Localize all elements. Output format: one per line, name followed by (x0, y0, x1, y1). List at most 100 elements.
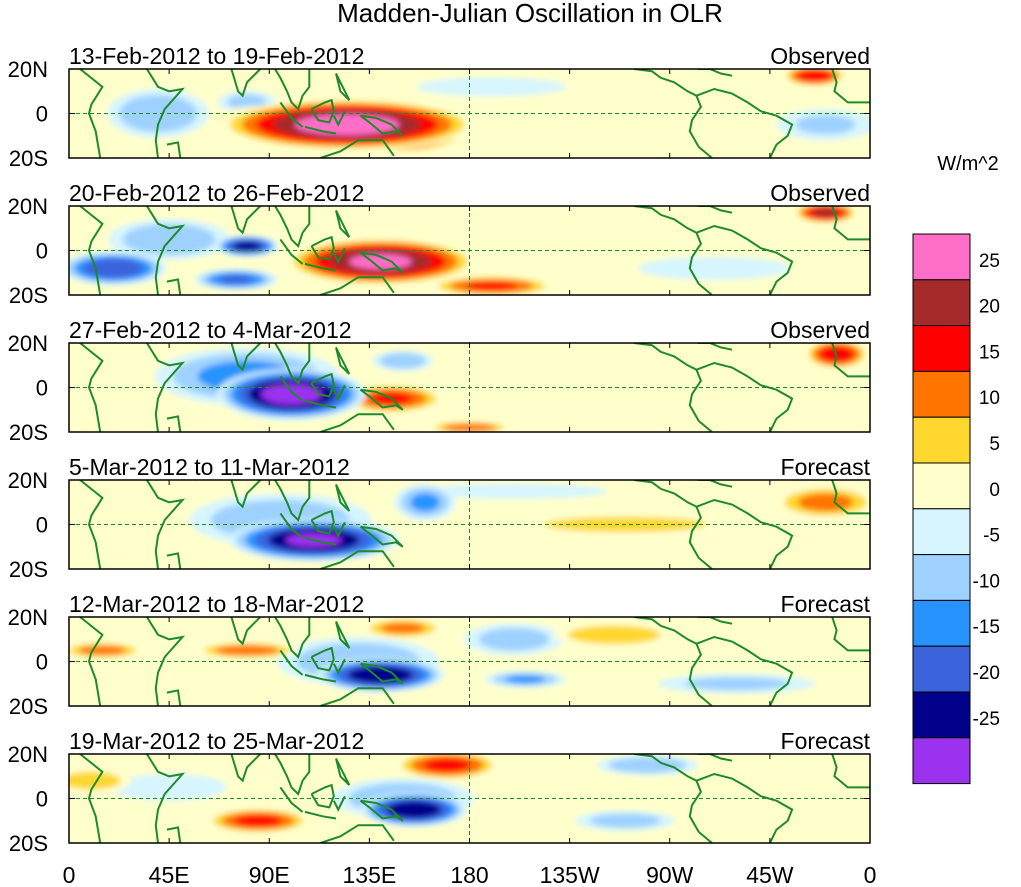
anomaly-contour (215, 645, 279, 656)
coastline (831, 617, 870, 652)
colorbar-label: 25 (979, 251, 1000, 272)
coastline (695, 206, 733, 214)
chart-title: Madden-Julian Oscillation in OLR (337, 0, 723, 28)
coastline (359, 662, 404, 685)
coastline (359, 799, 404, 822)
colorbar-swatch (912, 645, 971, 693)
coastline (146, 754, 186, 843)
anomaly-contour (200, 676, 316, 692)
coastline (279, 375, 304, 402)
coastline (146, 617, 186, 706)
coastline (166, 141, 182, 158)
panel-2: 20N 0 20S 20-Feb-2012 to 26-Feb-2012 Observe… (8, 180, 871, 308)
anomaly-contour (796, 69, 833, 82)
anomaly-contour (83, 258, 144, 278)
x-axis: 0 45E 90E 135E 180 135W 90W 45W 0 (63, 862, 877, 887)
colorbar-swatch (912, 508, 971, 556)
coastline (332, 658, 346, 675)
coastline (195, 754, 311, 796)
colorbar-swatch (912, 599, 971, 647)
coastline (335, 73, 351, 101)
coastline (79, 480, 104, 569)
coastline (304, 673, 337, 683)
colorbar-label: -20 (973, 663, 1000, 684)
coastline (335, 483, 351, 512)
coastline (335, 209, 351, 238)
coastline (195, 343, 311, 385)
coastlines (79, 480, 870, 569)
y-tick-label: 20N (8, 57, 48, 82)
coastline (79, 343, 104, 432)
coastline (79, 617, 104, 706)
coastline (359, 114, 404, 137)
anomaly-contour (594, 367, 745, 386)
anomaly-contour (590, 813, 661, 828)
panel-1: 20N 0 20S 13-Feb-2012 to 19-Feb-2012 Observe… (8, 43, 871, 171)
anomaly-contour (119, 94, 197, 133)
coastline (310, 98, 335, 124)
x-tick-label: 0 (864, 862, 877, 887)
anomaly-contour (89, 520, 183, 551)
y-tick-label: 20S (9, 283, 48, 308)
coastline (166, 552, 182, 569)
coastline (831, 754, 870, 789)
coastline (320, 824, 395, 843)
x-tick-label: 90W (646, 862, 694, 887)
coastline (335, 758, 351, 786)
coastline (279, 786, 304, 813)
anomaly-contour (420, 483, 608, 499)
colorbar-swatch (912, 325, 971, 372)
colorbar: W/m^2 25 20 15 10 5 0 -5 -10 -15 -20 -25 (912, 153, 1000, 785)
coastline (332, 247, 346, 264)
coastline (696, 361, 794, 432)
coastline (335, 621, 351, 649)
panel-date-range: 27-Feb-2012 to 4-Mar-2012 (69, 317, 352, 343)
panel-date-range: 19-Mar-2012 to 25-Mar-2012 (69, 728, 364, 754)
colorbar-swatch (912, 554, 971, 601)
x-tick-label: 90E (249, 862, 290, 887)
coastline (320, 276, 395, 295)
colorbar-label: -25 (973, 709, 1000, 730)
coastline (146, 343, 186, 432)
coastline (320, 550, 395, 569)
anomaly-contour (294, 114, 400, 136)
coastline (279, 101, 304, 128)
x-tick-label: 45W (746, 862, 794, 887)
coastline (146, 480, 186, 569)
coastline (320, 139, 395, 158)
anomaly-contour (567, 625, 661, 645)
colorbar-swatch (912, 233, 971, 281)
anomaly-contour (463, 223, 654, 243)
y-tick-label: 0 (36, 787, 48, 812)
coastline (695, 343, 733, 351)
coastline (304, 262, 337, 272)
coastline (696, 224, 794, 295)
coastline (279, 649, 304, 676)
coastline (310, 646, 335, 672)
panel-status: Forecast (781, 591, 871, 617)
x-tick-label: 135W (540, 862, 600, 887)
colorbar-label: -15 (973, 617, 1000, 638)
colorbar-swatch (912, 462, 971, 510)
coastline (166, 415, 182, 432)
y-tick-label: 0 (36, 513, 48, 538)
coastline (695, 617, 733, 625)
anomaly-contour (111, 774, 227, 801)
anomaly-contour (608, 757, 687, 773)
anomaly-contour (466, 281, 518, 291)
y-tick-label: 0 (36, 102, 48, 127)
anomaly-contour (260, 383, 323, 405)
coastline (335, 346, 351, 375)
colorbar-label: -10 (973, 571, 1000, 592)
coastline (146, 69, 186, 158)
coastline (195, 480, 311, 522)
coastline (310, 509, 335, 535)
coastline (310, 372, 335, 398)
anomaly-contour (78, 645, 127, 656)
colorbar-swatch (912, 370, 971, 418)
coastline (195, 69, 311, 111)
anomaly-contour (482, 788, 635, 809)
y-tick-label: 20S (9, 831, 48, 856)
coastline (695, 69, 733, 77)
coastline (695, 480, 733, 488)
